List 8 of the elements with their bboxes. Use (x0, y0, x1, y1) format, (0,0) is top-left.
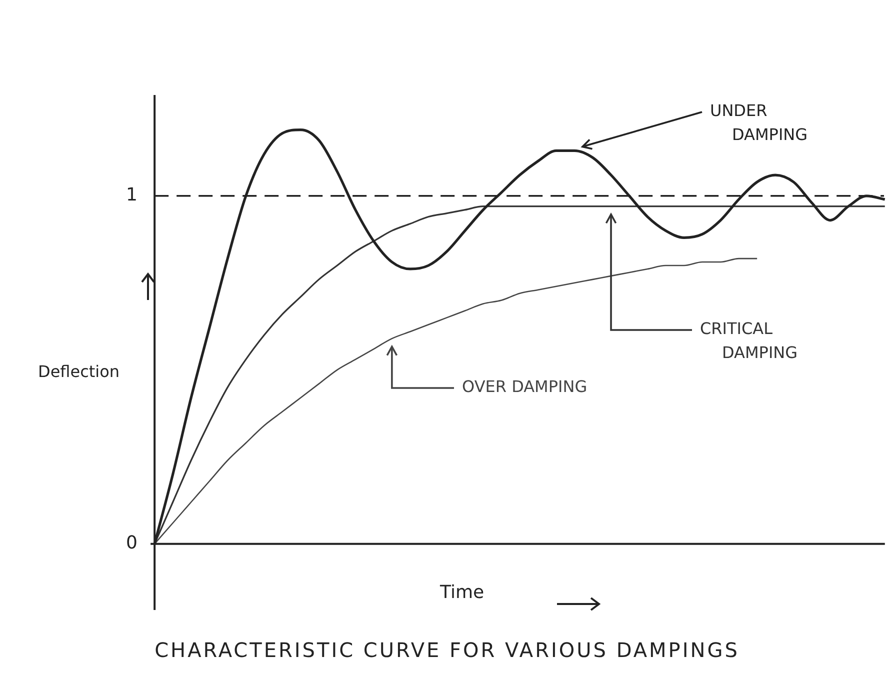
y-tick-label: 0 (126, 532, 138, 554)
y-axis-title: Deflection (38, 362, 120, 381)
text: CHARACTERISTIC CURVE FOR VARIOUS DAMPINGS (154, 638, 740, 662)
y-tick-label: 1 (126, 184, 138, 206)
text: CRITICAL DAMPING (700, 319, 798, 362)
text: OVER DAMPING (462, 377, 588, 396)
text: UNDER DAMPING (710, 101, 808, 144)
x-axis-title: Time (440, 582, 484, 603)
